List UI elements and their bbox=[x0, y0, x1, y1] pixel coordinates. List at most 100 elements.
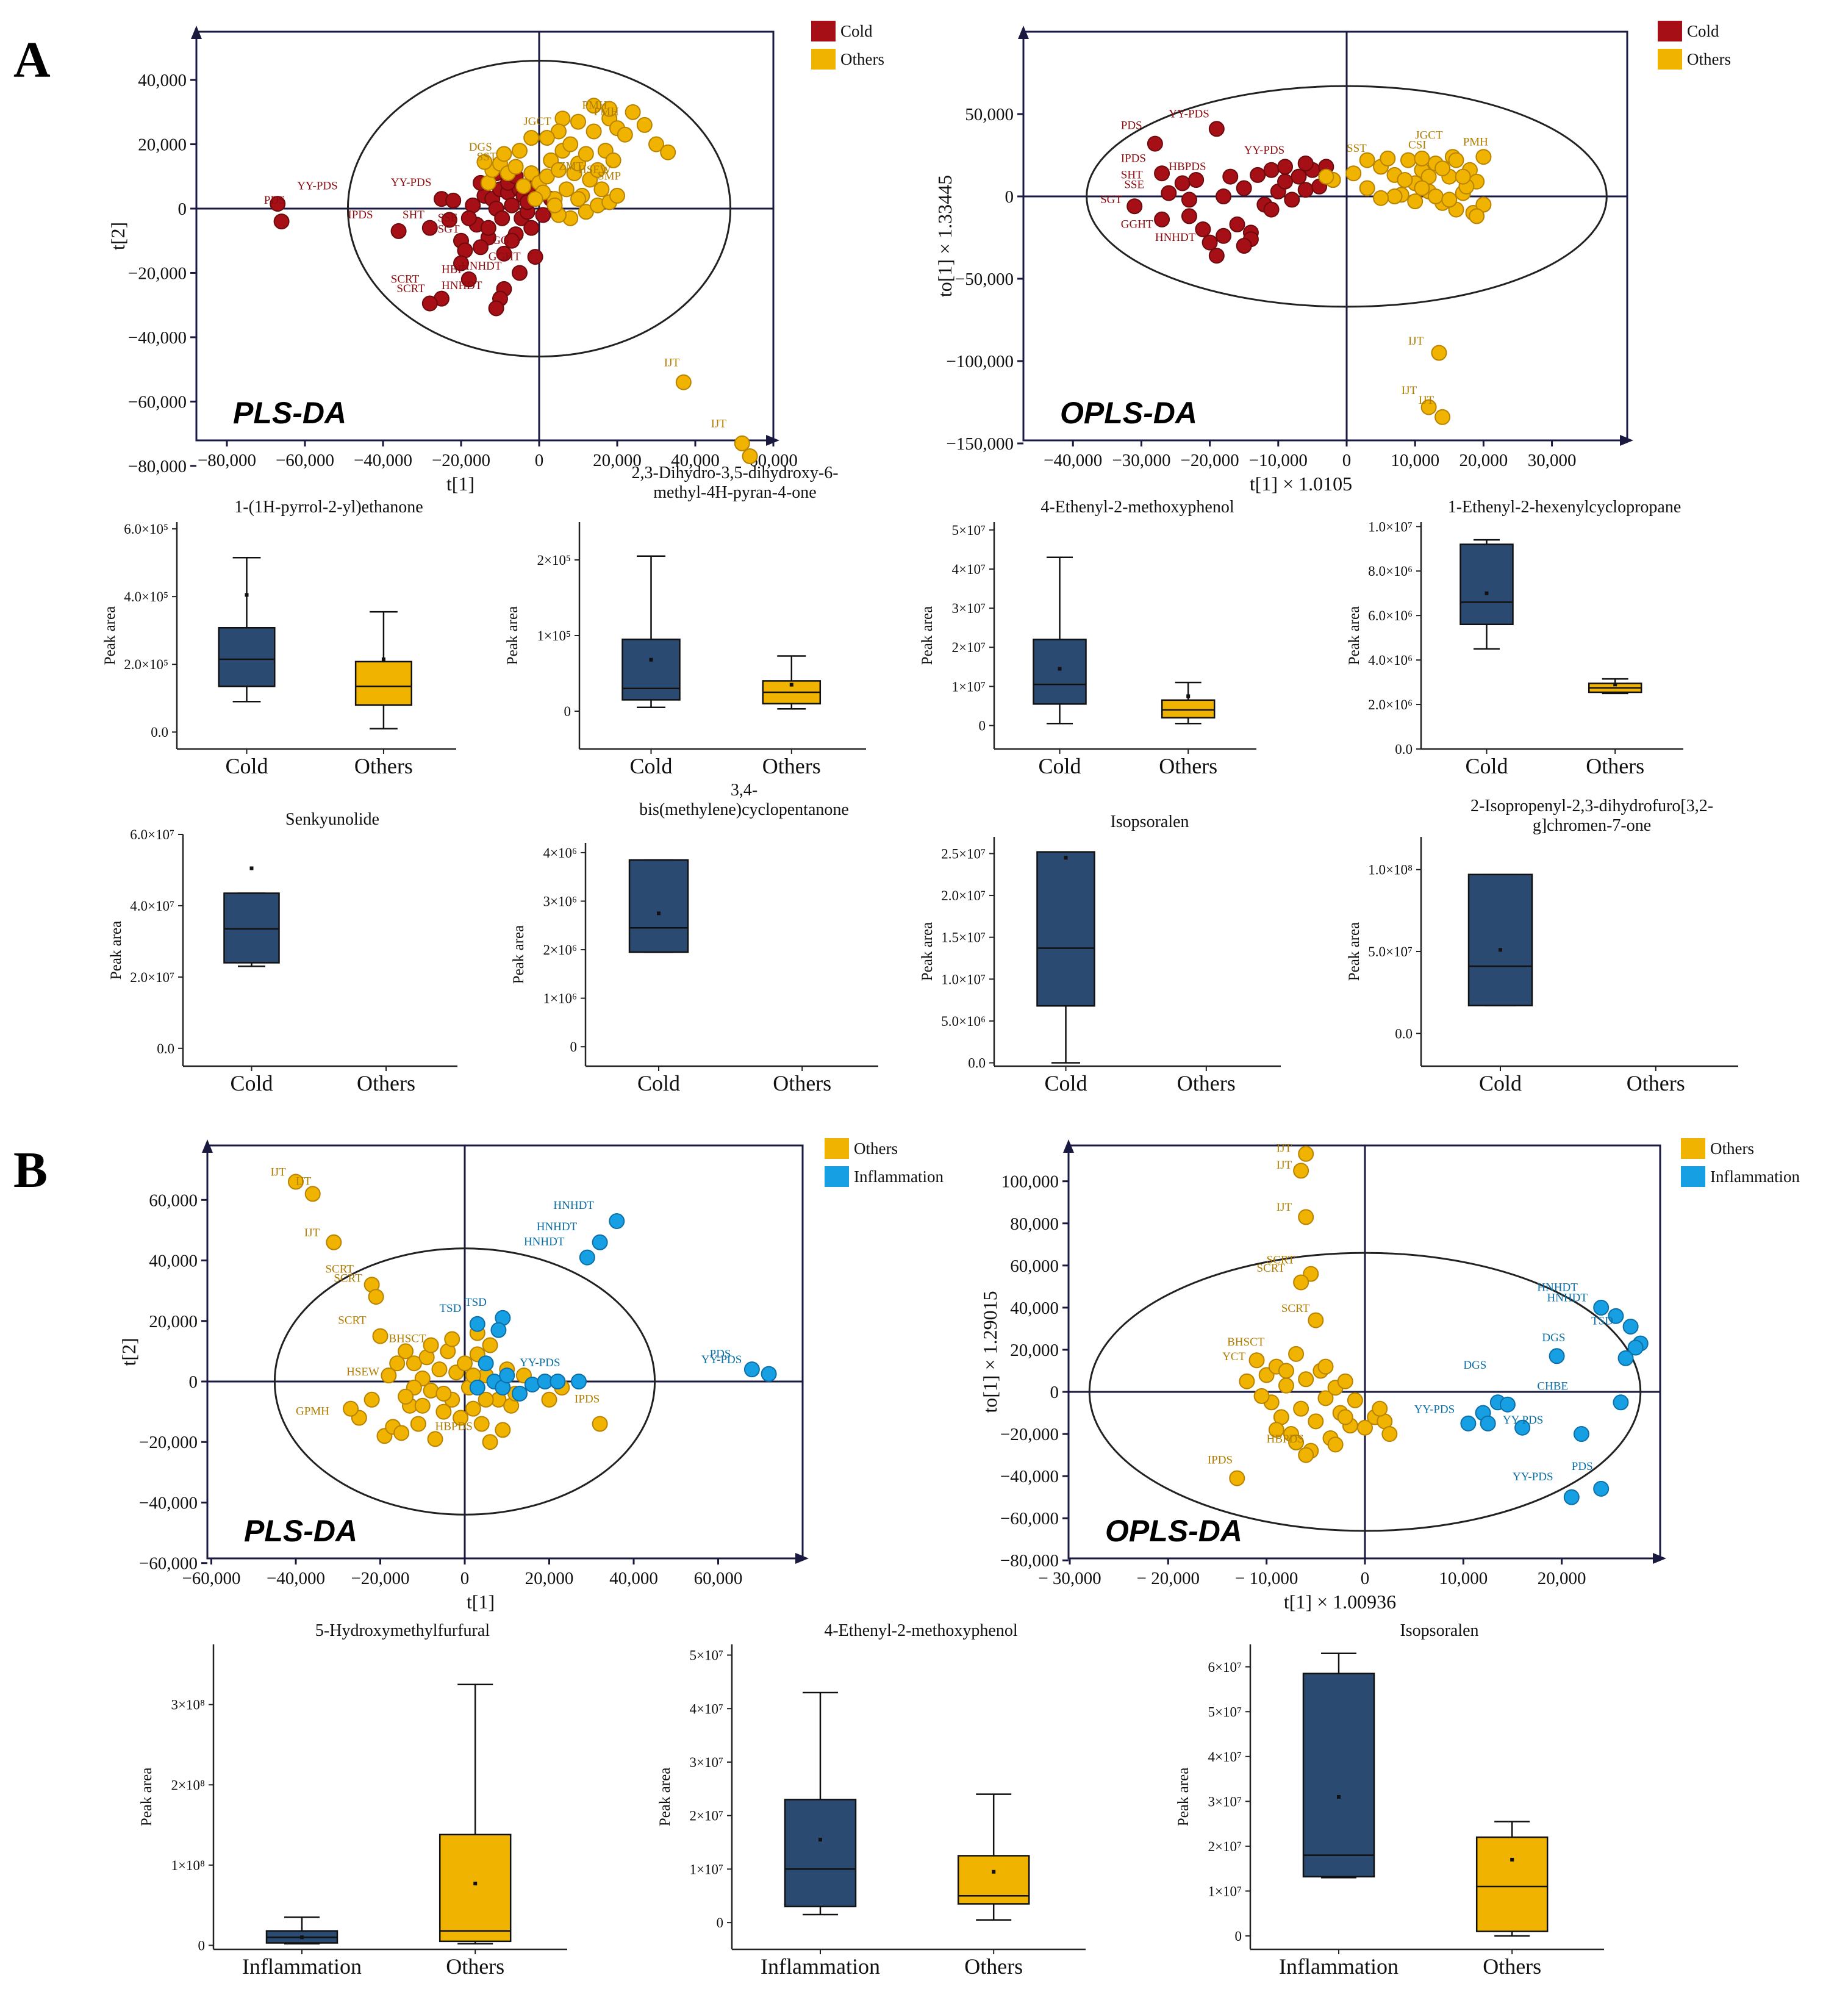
data-point-inflammation bbox=[743, 1361, 760, 1378]
y-tick-label: 3×10⁷ bbox=[690, 1755, 724, 1770]
data-point-others bbox=[1288, 1434, 1305, 1450]
y-tick-label: 2.5×10⁷ bbox=[941, 846, 986, 861]
y-tick-label: 0 bbox=[178, 199, 187, 219]
y-tick-label: 4.0×10⁵ bbox=[124, 589, 168, 604]
data-point-others bbox=[1229, 1470, 1245, 1486]
data-point-others bbox=[1293, 1274, 1309, 1291]
point-label: YY-PDS bbox=[1414, 1403, 1455, 1416]
data-point-others bbox=[1288, 1346, 1305, 1362]
x-category-label: Others bbox=[1586, 754, 1644, 778]
y-tick-label: 0 bbox=[717, 1915, 724, 1930]
x-tick-label: 40,000 bbox=[609, 1569, 658, 1588]
x-tick-label: 10,000 bbox=[1439, 1569, 1488, 1588]
y-tick-label: −60,000 bbox=[1000, 1509, 1059, 1528]
x-tick-label: − 10,000 bbox=[1235, 1569, 1298, 1588]
point-label: YY-PDS bbox=[391, 176, 432, 189]
point-label: GPMH bbox=[296, 1405, 329, 1418]
y-tick-label: 1.0×10⁸ bbox=[1368, 862, 1413, 878]
data-point-cold bbox=[460, 271, 477, 287]
x-tick-label: 0 bbox=[1342, 451, 1352, 470]
data-point-inflammation bbox=[1627, 1339, 1644, 1356]
data-point-inflammation bbox=[1573, 1426, 1589, 1442]
x-category-label: Cold bbox=[637, 1071, 680, 1095]
data-point-others bbox=[398, 1388, 414, 1405]
point-label: SSE bbox=[1124, 179, 1144, 192]
data-point-cold bbox=[1297, 156, 1314, 171]
y-tick-label: 6.0×10⁷ bbox=[130, 827, 174, 842]
box-plot-title: bis(methylene)cyclopentanone bbox=[639, 800, 849, 819]
data-point-others bbox=[551, 162, 567, 178]
y-tick-label: 20,000 bbox=[1010, 1341, 1059, 1360]
point-label: HNHDT bbox=[537, 1220, 578, 1233]
box-plot-title: 5-Hydroxymethylfurfural bbox=[315, 1621, 490, 1640]
point-label: TSD bbox=[439, 1302, 461, 1315]
x-axis-arrow bbox=[1620, 435, 1633, 446]
data-point-cold bbox=[445, 192, 462, 209]
data-point-others bbox=[304, 1186, 321, 1202]
data-point-cold bbox=[1188, 172, 1205, 188]
data-point-others bbox=[1308, 1312, 1324, 1328]
mean-marker bbox=[1064, 856, 1068, 860]
y-tick-label: 20,000 bbox=[138, 135, 187, 155]
data-point-others bbox=[326, 1234, 342, 1250]
data-point-others bbox=[1293, 1400, 1309, 1417]
data-point-others bbox=[675, 374, 692, 390]
point-label: SSE bbox=[438, 212, 458, 224]
x-tick-label: 0 bbox=[1361, 1569, 1370, 1588]
point-label: SST bbox=[477, 151, 497, 163]
point-label: IPDS bbox=[1121, 152, 1146, 165]
data-point-others bbox=[593, 181, 610, 198]
point-label: YCT bbox=[1222, 1350, 1245, 1363]
data-point-others bbox=[431, 1361, 448, 1378]
x-tick-label: 40,000 bbox=[671, 451, 720, 470]
data-point-cold bbox=[1236, 238, 1252, 254]
point-label: HBP bbox=[442, 263, 464, 276]
box-plot-title: 4-Ethenyl-2-methoxyphenol bbox=[1040, 498, 1234, 517]
x-tick-label: 0 bbox=[460, 1569, 470, 1588]
data-point-others bbox=[457, 1355, 473, 1372]
data-point-cold bbox=[488, 300, 504, 317]
point-label: BHSCT bbox=[1227, 1336, 1265, 1349]
data-point-others bbox=[558, 181, 575, 198]
data-point-others bbox=[1298, 1209, 1314, 1225]
point-label: IJT bbox=[1402, 384, 1417, 397]
x-category-label: Cold bbox=[225, 754, 268, 778]
data-point-others bbox=[1372, 1400, 1388, 1417]
data-point-others bbox=[364, 1391, 380, 1408]
data-point-cold bbox=[480, 220, 496, 236]
data-point-inflammation bbox=[499, 1367, 515, 1384]
point-label: DGS bbox=[1463, 1359, 1486, 1372]
mean-marker bbox=[818, 1838, 822, 1842]
y-axis-arrow bbox=[1018, 26, 1029, 39]
data-point-cold bbox=[1174, 175, 1191, 192]
point-label: YY-PDS bbox=[1169, 107, 1209, 120]
legend-label: Others bbox=[854, 1139, 898, 1158]
y-tick-label: 1.0×10⁷ bbox=[941, 972, 986, 987]
x-tick-label: 10,000 bbox=[1391, 451, 1439, 470]
data-point-others bbox=[1427, 188, 1444, 204]
data-point-cold bbox=[494, 210, 510, 226]
y-tick-label: 0.0 bbox=[157, 1041, 174, 1056]
data-point-cold bbox=[1291, 168, 1307, 185]
y-tick-label: −20,000 bbox=[1000, 1425, 1059, 1444]
data-point-others bbox=[1359, 180, 1375, 196]
y-tick-label: 4×10⁷ bbox=[1208, 1749, 1242, 1765]
legend-swatch bbox=[1658, 21, 1682, 41]
x-tick-label: 30,000 bbox=[1528, 451, 1577, 470]
data-point-others bbox=[414, 1397, 431, 1414]
y-tick-label: 5.0×10⁷ bbox=[1368, 944, 1413, 959]
mean-marker bbox=[789, 683, 793, 687]
point-label: HNHDT bbox=[524, 1236, 565, 1249]
point-label: ZMT bbox=[559, 160, 584, 173]
data-point-others bbox=[586, 98, 602, 114]
data-point-others bbox=[1317, 1358, 1334, 1375]
data-point-others bbox=[578, 146, 594, 162]
data-point-others bbox=[601, 101, 618, 117]
y-tick-label: −60,000 bbox=[139, 1554, 198, 1574]
y-tick-label: 0 bbox=[564, 704, 571, 719]
y-tick-label: 0.0 bbox=[968, 1056, 986, 1071]
data-point-others bbox=[1278, 1377, 1294, 1394]
data-point-cold bbox=[1216, 188, 1232, 204]
point-label: HBPDS bbox=[1267, 1433, 1304, 1446]
data-point-others bbox=[423, 1337, 439, 1353]
